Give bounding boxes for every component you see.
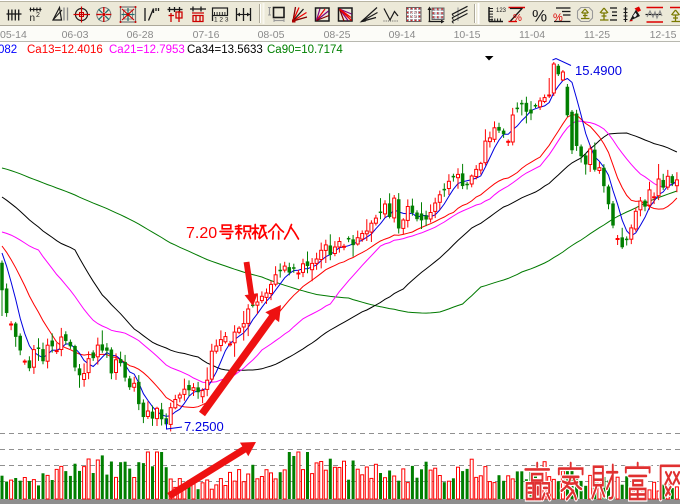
svg-text:06-03: 06-03: [62, 29, 89, 41]
svg-text:082: 082: [0, 44, 17, 56]
svg-text:7.2500: 7.2500: [184, 419, 224, 434]
svg-text:Ca34=13.5633: Ca34=13.5633: [187, 44, 263, 56]
svg-text:n: n: [30, 13, 36, 24]
svg-text:12-15: 12-15: [650, 29, 677, 41]
svg-text:Ca21=12.7953: Ca21=12.7953: [109, 44, 185, 56]
svg-text:7.20: 7.20: [186, 225, 217, 242]
svg-text:%: %: [532, 7, 547, 26]
svg-text:2: 2: [36, 12, 40, 19]
svg-text:09-14: 09-14: [389, 29, 416, 41]
svg-text:%: %: [553, 12, 563, 24]
svg-text:15.4900: 15.4900: [575, 63, 622, 78]
svg-text:07-16: 07-16: [193, 29, 220, 41]
svg-text:05-14: 05-14: [0, 29, 27, 41]
svg-text:08-25: 08-25: [324, 29, 351, 41]
svg-text:%: %: [513, 13, 522, 24]
svg-text:06-28: 06-28: [127, 29, 154, 41]
svg-text:123: 123: [496, 8, 507, 14]
svg-text:08-05: 08-05: [258, 29, 285, 41]
svg-text:1 2 3: 1 2 3: [214, 17, 229, 24]
svg-text:Ca13=12.4016: Ca13=12.4016: [27, 44, 103, 56]
svg-text:Ca90=10.7174: Ca90=10.7174: [267, 44, 343, 56]
svg-text:11-25: 11-25: [584, 29, 610, 41]
svg-text:11-04: 11-04: [519, 29, 545, 41]
svg-text:10-15: 10-15: [454, 29, 481, 41]
